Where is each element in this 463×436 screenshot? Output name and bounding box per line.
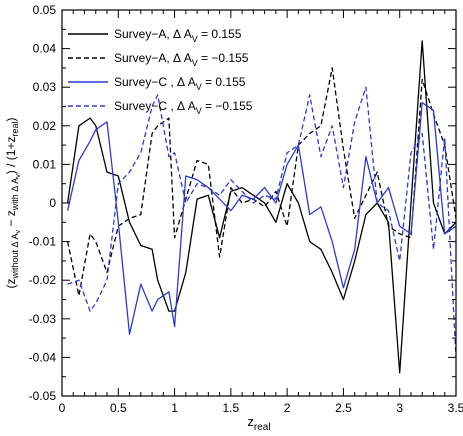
x-axis-label-main: z bbox=[247, 414, 254, 429]
legend-label-pre: Survey−A, Δ A bbox=[114, 51, 192, 65]
y-tick-label: -0.05 bbox=[29, 389, 57, 403]
y-tick-label: 0 bbox=[49, 196, 56, 210]
x-tick-label: 2 bbox=[284, 401, 291, 415]
legend-label-post: = 0.155 bbox=[202, 75, 246, 89]
y-axis-label: (zwithout Δ Av − zwith Δ Av) / (1+zreal) bbox=[4, 118, 22, 289]
x-axis-label-sub: real bbox=[254, 422, 271, 433]
legend-label-pre: Survey−C , Δ A bbox=[114, 75, 196, 89]
y-axis: -0.05 -0.04 -0.03 -0.02 -0.01 0 0.01 0.02 0.03 0.… bbox=[29, 3, 456, 403]
legend-label-1: Survey−A, Δ AV = 0.155 bbox=[114, 27, 242, 44]
x-tick-label: 1 bbox=[171, 401, 178, 415]
legend-label-pre: Survey−A, Δ A bbox=[114, 27, 192, 41]
y-tick-label: 0.03 bbox=[33, 80, 57, 94]
x-tick-label: 3 bbox=[396, 401, 403, 415]
series-line-1 bbox=[66, 40, 457, 374]
y-tick-label: -0.03 bbox=[29, 312, 57, 326]
y-tick-label: 0.01 bbox=[33, 157, 57, 171]
y-tick-label: -0.02 bbox=[29, 273, 57, 287]
x-tick-label: 1.5 bbox=[223, 401, 240, 415]
series-line-4 bbox=[67, 86, 457, 358]
legend-label-sub: V bbox=[196, 82, 202, 92]
x-axis: 0 0.5 1 1.5 2 2.5 3 3.5 bbox=[59, 10, 463, 415]
legend-label-4: Survey−C , Δ AV = −0.155 bbox=[114, 99, 253, 116]
x-tick-label: 3.5 bbox=[448, 401, 463, 415]
x-axis-label: zreal bbox=[247, 414, 270, 433]
legend-label-sub: V bbox=[196, 106, 202, 116]
y-tick-label: 0.05 bbox=[33, 3, 57, 17]
series-line-3 bbox=[66, 101, 457, 335]
legend-label-2: Survey−A, Δ AV = −0.155 bbox=[114, 51, 249, 68]
legend-label-post: = −0.155 bbox=[202, 99, 253, 113]
legend-label-post: = 0.155 bbox=[198, 27, 242, 41]
y-tick-label: -0.01 bbox=[29, 235, 57, 249]
y-tick-label: 0.02 bbox=[33, 119, 57, 133]
legend-label-sub: V bbox=[192, 34, 198, 44]
plot-lines bbox=[66, 40, 457, 374]
legend-label-post: = −0.155 bbox=[198, 51, 249, 65]
y-tick-label: -0.04 bbox=[29, 350, 57, 364]
x-tick-label: 0.5 bbox=[110, 401, 127, 415]
legend-label-sub: V bbox=[192, 58, 198, 68]
legend-label-pre: Survey−C , Δ A bbox=[114, 99, 196, 113]
x-tick-label: 2.5 bbox=[335, 401, 352, 415]
x-tick-label: 0 bbox=[59, 401, 66, 415]
legend-label-3: Survey−C , Δ AV = 0.155 bbox=[114, 75, 246, 92]
y-tick-label: 0.04 bbox=[33, 42, 57, 56]
